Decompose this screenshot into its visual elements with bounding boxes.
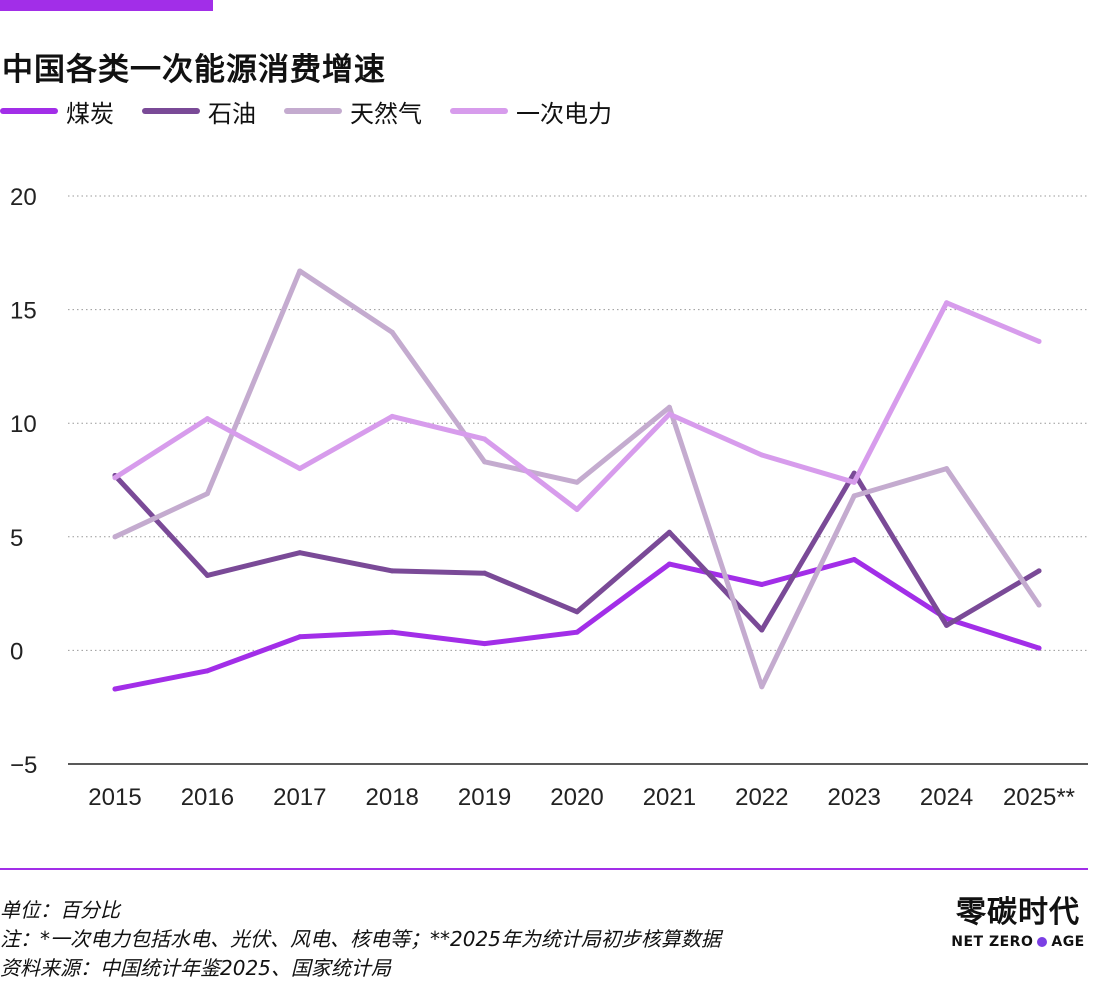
footnote: 注：*一次电力包括水电、光伏、风电、核电等；**2025年为统计局初步核算数据 (0, 927, 721, 951)
legend-item-gas: 天然气 (284, 94, 422, 129)
legend-item-coal: 煤炭 (0, 94, 114, 129)
x-tick-label: 2020 (550, 784, 603, 811)
data-point (944, 466, 950, 472)
data-point (666, 561, 672, 567)
y-tick-label: −5 (10, 752, 37, 779)
data-point (851, 493, 857, 499)
x-tick-label: 2015 (88, 784, 141, 811)
data-point (851, 557, 857, 563)
x-tick-label: 2021 (643, 784, 696, 811)
legend-label-oil: 石油 (208, 99, 256, 128)
legend: 煤炭 石油 天然气 一次电力 (0, 94, 640, 128)
series-line-1 (112, 470, 1042, 633)
y-tick-label: 10 (10, 411, 37, 438)
x-tick-label: 2022 (735, 784, 788, 811)
y-tick-label: 15 (10, 298, 37, 325)
x-tick-label: 2017 (273, 784, 326, 811)
data-point (666, 411, 672, 417)
legend-label-gas: 天然气 (350, 99, 422, 128)
data-point (574, 507, 580, 513)
accent-bar (0, 0, 213, 11)
y-tick-label: 5 (10, 525, 23, 552)
data-point (759, 582, 765, 588)
x-tick-label: 2024 (920, 784, 973, 811)
data-point (574, 609, 580, 615)
y-tick-label: 0 (10, 638, 23, 665)
data-point (204, 491, 210, 497)
data-point (112, 686, 118, 692)
y-tick-label: 20 (10, 184, 37, 211)
data-point (112, 534, 118, 540)
data-point (944, 300, 950, 306)
footer-notes: 单位：百分比 注：*一次电力包括水电、光伏、风电、核电等；**2025年为统计局… (0, 896, 721, 983)
data-point (204, 668, 210, 674)
data-point (1036, 338, 1042, 344)
series-line-0 (112, 557, 1042, 692)
logo-dot-icon (1037, 937, 1048, 947)
data-point (482, 570, 488, 576)
x-tick-label: 2023 (828, 784, 881, 811)
unit-note: 单位：百分比 (0, 898, 120, 922)
data-point (389, 413, 395, 419)
x-tick-label: 2016 (181, 784, 234, 811)
data-point (204, 416, 210, 422)
data-point (482, 641, 488, 647)
data-point (389, 629, 395, 635)
data-point (482, 436, 488, 442)
logo-english: NET ZERO AGE (948, 932, 1088, 952)
data-point (666, 529, 672, 535)
data-point (389, 568, 395, 574)
data-point (297, 550, 303, 556)
data-point (759, 627, 765, 633)
data-point (1036, 568, 1042, 574)
data-point (759, 684, 765, 690)
legend-swatch-power (450, 108, 508, 114)
legend-label-power: 一次电力 (516, 99, 612, 128)
data-point (759, 452, 765, 458)
data-point (1036, 602, 1042, 608)
legend-swatch-oil (142, 108, 200, 114)
logo-english-left: NET ZERO (951, 934, 1034, 950)
data-point (574, 479, 580, 485)
data-point (112, 475, 118, 481)
data-point (851, 479, 857, 485)
legend-item-oil: 石油 (142, 94, 256, 129)
legend-swatch-gas (284, 108, 342, 114)
line-chart: −5 0 5 10 15 20 2015 2016 2017 2018 2019 2020 2021 20… (10, 184, 1088, 811)
data-point (204, 572, 210, 578)
data-point (297, 466, 303, 472)
source-note: 资料来源：中国统计年鉴2025、国家统计局 (0, 956, 391, 980)
data-point (297, 634, 303, 640)
footer-divider (0, 868, 1088, 870)
logo-english-right: AGE (1051, 934, 1085, 950)
data-point (666, 404, 672, 410)
data-point (574, 629, 580, 635)
data-point (297, 268, 303, 274)
data-point (1036, 645, 1042, 651)
data-point (389, 329, 395, 335)
chart-title: 中国各类一次能源消费增速 (2, 52, 386, 88)
legend-label-coal: 煤炭 (66, 99, 114, 128)
legend-swatch-coal (0, 108, 58, 114)
x-tick-label: 2018 (366, 784, 419, 811)
data-point (944, 622, 950, 628)
series-line-3 (112, 300, 1042, 512)
legend-item-power: 一次电力 (450, 94, 612, 129)
data-point (482, 459, 488, 465)
brand-logo: 零碳时代 NET ZERO AGE (948, 894, 1088, 952)
x-tick-label: 2025** (1003, 784, 1075, 811)
x-tick-label: 2019 (458, 784, 511, 811)
logo-chinese: 零碳时代 (956, 895, 1080, 930)
series-line-2 (112, 268, 1042, 690)
